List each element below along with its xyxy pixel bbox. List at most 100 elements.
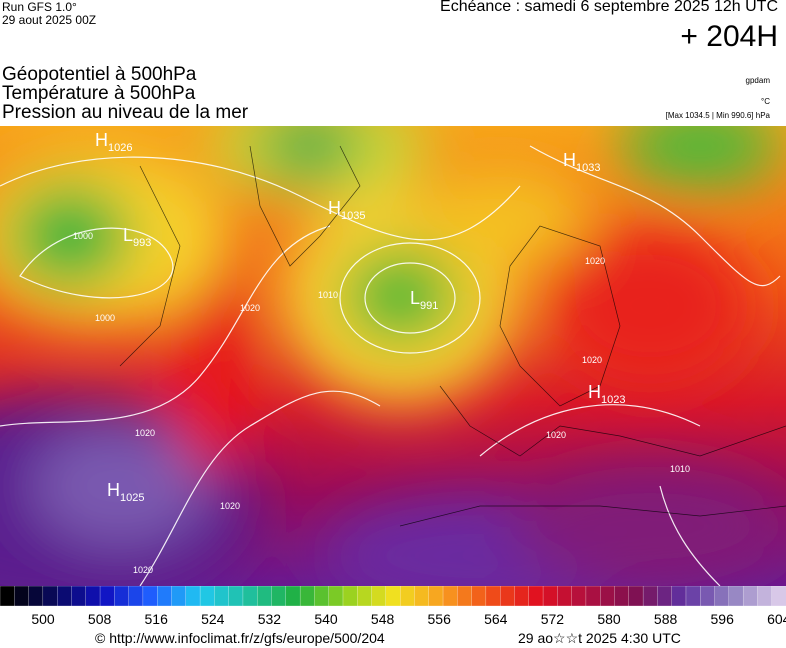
color-swatch — [142, 586, 158, 607]
color-swatch — [185, 586, 201, 607]
color-swatch — [85, 586, 101, 607]
isobar-label: 1020 — [220, 501, 240, 511]
pressure-center: L993 — [123, 225, 151, 249]
color-swatch — [671, 586, 687, 607]
color-swatch — [157, 586, 173, 607]
colorbar: 500 508 516 524 532 540 548 556 564 572 580 588 596 6… — [0, 586, 786, 627]
color-swatch — [28, 586, 44, 607]
color-swatch — [700, 586, 716, 607]
map: H1026H1033H1035L993L991H1023H10251000100… — [0, 126, 786, 586]
color-swatch — [214, 586, 230, 607]
color-swatch — [628, 586, 644, 607]
center-kind: H — [588, 382, 601, 402]
center-value: 1035 — [341, 210, 365, 222]
unit: gpdam — [745, 76, 770, 85]
pressure-center: H1033 — [563, 150, 600, 174]
color-swatch — [257, 586, 273, 607]
color-swatch — [42, 586, 58, 607]
center-kind: L — [123, 225, 133, 245]
color-swatch — [685, 586, 701, 607]
run: Run GFS 1.0° — [2, 0, 77, 14]
colorbar-label: 532 — [258, 611, 282, 627]
colorbar-label: 604 — [767, 611, 786, 627]
color-swatch — [271, 586, 287, 607]
isobar-label: 1010 — [318, 290, 338, 300]
source-url: © http://www.infoclimat.fr/z/gfs/europe/… — [95, 630, 385, 646]
color-swatch — [571, 586, 587, 607]
color-swatch — [371, 586, 387, 607]
colorbar-label: 556 — [428, 611, 452, 627]
color-swatch — [242, 586, 258, 607]
layer: Température à 500hPa — [2, 83, 196, 104]
color-swatch — [442, 586, 458, 607]
color-swatch — [385, 586, 401, 607]
colorbar-label: 580 — [597, 611, 621, 627]
color-swatch — [728, 586, 744, 607]
color-swatch — [600, 586, 616, 607]
colorbar-label: 572 — [541, 611, 565, 627]
pressure-center: L991 — [410, 288, 438, 312]
color-swatch — [99, 586, 115, 607]
color-swatch — [714, 586, 730, 607]
echeance: Echéance : samedi 6 septembre 2025 12h U… — [440, 0, 778, 15]
colorbar-label: 524 — [201, 611, 225, 627]
layer: Géopotentiel à 500hPa — [2, 64, 197, 85]
pressure-center: H1025 — [107, 480, 144, 504]
lead-time: + 204H — [680, 20, 778, 53]
center-value: 1023 — [601, 394, 625, 406]
color-swatch — [428, 586, 444, 607]
colorbar-label: 596 — [711, 611, 735, 627]
color-swatch — [742, 586, 759, 607]
color-swatch — [228, 586, 244, 607]
isobar-label: 1020 — [585, 256, 605, 266]
color-swatch — [528, 586, 544, 607]
color-swatch — [285, 586, 301, 607]
color-swatch — [485, 586, 501, 607]
color-swatch — [299, 586, 316, 607]
color-swatch — [171, 586, 187, 607]
colorbar-label: 564 — [484, 611, 508, 627]
colorbar-label: 508 — [88, 611, 112, 627]
color-swatch — [114, 586, 130, 607]
colorbar-label: 500 — [31, 611, 55, 627]
isobar-label: 1000 — [95, 313, 115, 323]
color-swatch — [771, 586, 786, 607]
colorbar-label: 548 — [371, 611, 395, 627]
color-swatch — [757, 586, 773, 607]
center-value: 1025 — [120, 492, 144, 504]
color-swatch — [542, 586, 558, 607]
colorbar-label: 588 — [654, 611, 678, 627]
unit: °C — [761, 97, 770, 106]
isobar-label: 1020 — [133, 565, 153, 575]
center-value: 1033 — [576, 162, 600, 174]
color-swatch — [199, 586, 216, 607]
center-value: 993 — [133, 237, 151, 249]
unit: [Max 1034.5 | Min 990.6] hPa — [665, 111, 770, 120]
color-swatch — [457, 586, 473, 607]
generated-time: 29 ao☆☆t 2025 4:30 UTC — [518, 630, 681, 646]
color-swatch — [357, 586, 373, 607]
center-kind: H — [328, 198, 341, 218]
color-swatch — [614, 586, 630, 607]
layer: Pression au niveau de la mer — [2, 102, 249, 123]
color-swatch — [557, 586, 573, 607]
isobar-label: 1000 — [73, 231, 93, 241]
pressure-center: H1035 — [328, 198, 365, 222]
isobar-label: 1020 — [582, 355, 602, 365]
colorbar-label: 540 — [314, 611, 338, 627]
isobar-label: 1020 — [546, 430, 566, 440]
color-swatch — [128, 586, 144, 607]
color-swatch — [342, 586, 358, 607]
center-kind: L — [410, 288, 420, 308]
color-swatch — [657, 586, 673, 607]
pressure-center: H1023 — [588, 382, 625, 406]
color-swatch — [14, 586, 30, 607]
color-swatch — [585, 586, 601, 607]
color-swatch — [500, 586, 516, 607]
center-value: 991 — [420, 300, 438, 312]
isobar-label: 1010 — [670, 464, 690, 474]
colorbar-label: 516 — [145, 611, 169, 627]
isobar-label: 1020 — [135, 428, 155, 438]
color-swatch — [328, 586, 344, 607]
